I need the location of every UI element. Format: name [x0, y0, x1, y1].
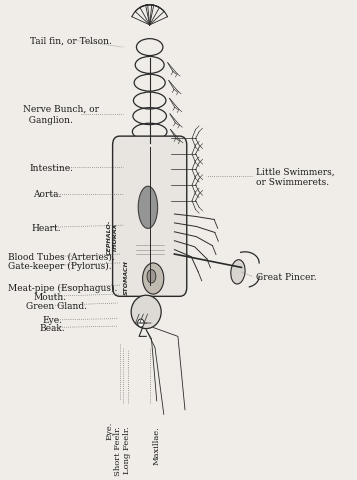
Text: Mouth.: Mouth.	[33, 292, 66, 301]
Text: Tail fin, or Telson.: Tail fin, or Telson.	[30, 37, 111, 46]
Text: Eye.: Eye.	[105, 421, 113, 439]
Text: Nerve Bunch, or
  Ganglion.: Nerve Bunch, or Ganglion.	[22, 105, 99, 124]
Text: Short Feelr.: Short Feelr.	[114, 425, 122, 475]
Text: CEPHALO-
THORAX: CEPHALO- THORAX	[107, 219, 118, 254]
Text: Blood Tubes (Arteries).: Blood Tubes (Arteries).	[9, 252, 115, 261]
Text: Eye.: Eye.	[42, 316, 62, 325]
Ellipse shape	[142, 264, 164, 295]
Text: Beak.: Beak.	[40, 324, 65, 332]
Text: Little Swimmers,
or Swimmerets.: Little Swimmers, or Swimmerets.	[256, 167, 334, 187]
Ellipse shape	[231, 260, 245, 285]
Text: STOMACH: STOMACH	[124, 259, 129, 294]
Text: Great Pincer.: Great Pincer.	[256, 272, 316, 281]
Text: Meat-pipe (Esophagus).: Meat-pipe (Esophagus).	[9, 283, 118, 292]
Text: Heart.: Heart.	[31, 223, 61, 232]
Ellipse shape	[138, 319, 144, 327]
Text: Intestine.: Intestine.	[30, 163, 74, 172]
Ellipse shape	[147, 270, 156, 283]
Text: Maxillae.: Maxillae.	[153, 425, 161, 464]
Text: Aorta.: Aorta.	[33, 190, 61, 199]
Ellipse shape	[131, 296, 161, 329]
Text: Gate-keeper (Pylorus).: Gate-keeper (Pylorus).	[9, 261, 112, 270]
Text: Green Gland.: Green Gland.	[26, 301, 87, 310]
Text: Long Feelr.: Long Feelr.	[123, 425, 131, 473]
FancyBboxPatch shape	[112, 137, 187, 297]
Ellipse shape	[138, 187, 158, 229]
